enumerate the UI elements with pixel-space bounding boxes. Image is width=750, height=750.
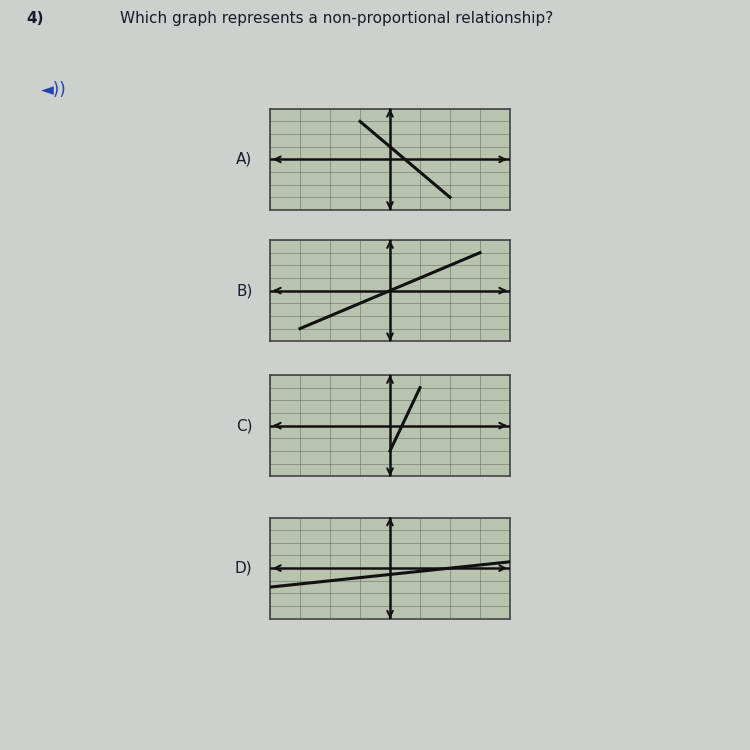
Text: ◄)): ◄)) (40, 81, 66, 99)
Text: Which graph represents a non-proportional relationship?: Which graph represents a non-proportiona… (120, 11, 554, 26)
Text: B): B) (236, 283, 252, 298)
Text: 4): 4) (26, 11, 44, 26)
Text: D): D) (235, 561, 252, 576)
Text: C): C) (236, 419, 252, 434)
Text: A): A) (236, 152, 252, 167)
